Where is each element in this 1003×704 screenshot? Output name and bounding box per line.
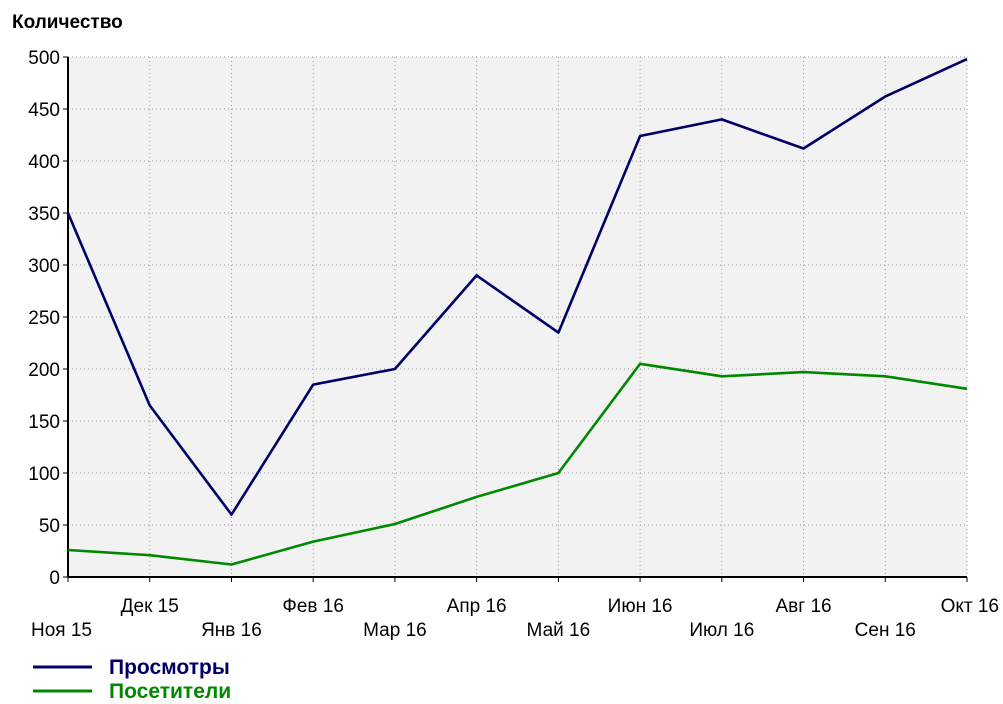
x-tick-label: Фев 16 xyxy=(282,596,344,617)
x-axis-ticks: Ноя 15 Дек 15 Янв 16 Фев 16 Мар 16 Апр 16 Май … xyxy=(31,577,999,641)
x-tick-label: Окт 16 xyxy=(941,596,999,617)
legend-label: Посетители xyxy=(109,680,231,703)
legend-label: Просмотры xyxy=(109,656,230,679)
y-tick-label: 100 xyxy=(28,464,60,485)
grid-lines xyxy=(68,56,968,577)
x-tick-label: Июл 16 xyxy=(689,620,754,641)
x-tick-label: Июн 16 xyxy=(608,596,673,617)
y-tick-label: 450 xyxy=(28,100,60,121)
y-tick-label: 400 xyxy=(28,152,60,173)
y-tick-label: 200 xyxy=(28,360,60,381)
x-tick-label: Мар 16 xyxy=(363,620,427,641)
y-axis-label: Количество xyxy=(12,12,123,33)
x-tick-label: Сен 16 xyxy=(855,620,916,641)
series-line-1 xyxy=(66,57,968,516)
y-tick-label: 150 xyxy=(28,412,60,433)
x-tick-label: Дек 15 xyxy=(121,596,179,617)
series-line-2 xyxy=(67,362,968,566)
x-tick-label: Май 16 xyxy=(527,620,591,641)
x-tick-label: Апр 16 xyxy=(447,596,507,617)
y-axis-ticks: 0 50 100 150 200 250 300 350 400 450 500 xyxy=(28,48,68,589)
plot-background xyxy=(68,57,967,577)
y-tick-label: 250 xyxy=(28,308,60,329)
y-tick-label: 0 xyxy=(49,568,60,589)
y-tick-label: 300 xyxy=(28,256,60,277)
x-tick-label: Авг 16 xyxy=(775,596,831,617)
y-tick-label: 50 xyxy=(39,516,60,537)
y-tick-label: 350 xyxy=(28,204,60,225)
x-tick-label: Ноя 15 xyxy=(31,620,92,641)
x-tick-label: Янв 16 xyxy=(201,620,262,641)
y-tick-label: 500 xyxy=(28,48,60,69)
series-lines xyxy=(66,57,968,566)
